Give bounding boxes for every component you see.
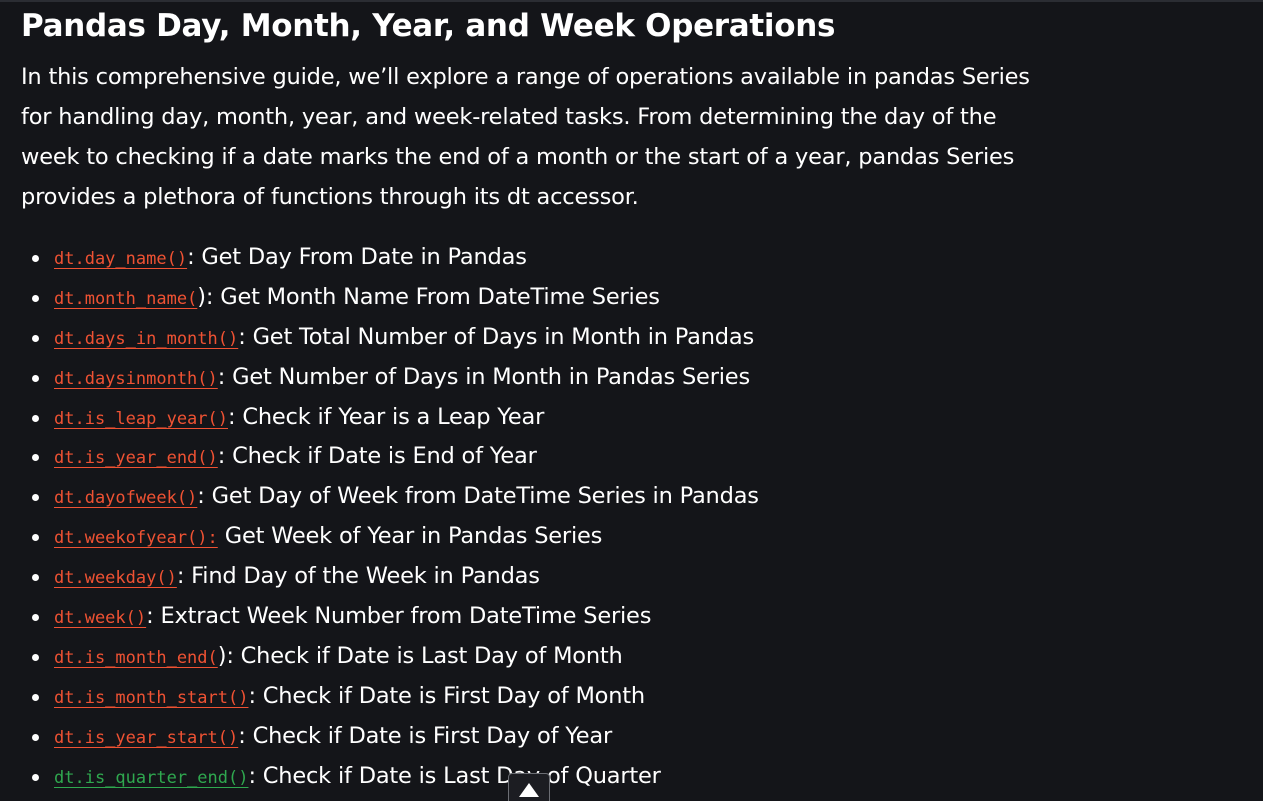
operation-link[interactable]: dt.is_month_end( — [54, 647, 218, 668]
bullet-icon — [32, 653, 39, 661]
up-arrow-icon — [519, 783, 539, 797]
operation-link[interactable]: dt.weekday() — [54, 568, 177, 589]
bullet-icon — [32, 494, 39, 502]
list-item: dt.is_leap_year(): Check if Year is a Le… — [21, 398, 1041, 438]
list-item: dt.is_year_start(): Check if Date is Fir… — [21, 717, 1041, 757]
operation-link[interactable]: dt.week() — [54, 608, 147, 629]
list-item: dt.is_year_end(): Check if Date is End o… — [21, 437, 1041, 477]
bullet-icon — [32, 374, 39, 382]
list-item: dt.month_name(): Get Month Name From Dat… — [21, 278, 1041, 318]
operation-link[interactable]: dt.dayofweek() — [54, 488, 198, 509]
operation-link[interactable]: dt.is_year_end() — [54, 448, 218, 469]
bullet-icon — [32, 693, 39, 701]
operation-description: Get Week of Year in Pandas Series — [217, 523, 603, 550]
operation-description: ): Check if Date is Last Day of Month — [217, 642, 623, 669]
list-item: dt.is_month_start(): Check if Date is Fi… — [21, 677, 1041, 717]
bullet-icon — [32, 534, 39, 542]
bullet-icon — [32, 614, 39, 622]
bullet-icon — [32, 414, 39, 422]
list-item: dt.dayofweek(): Get Day of Week from Dat… — [21, 477, 1041, 517]
bullet-icon — [32, 454, 39, 462]
list-item: dt.is_quarter_end(): Check if Date is La… — [21, 757, 1041, 797]
operations-list: dt.day_name(): Get Day From Date in Pand… — [21, 238, 1041, 801]
list-item: dt.days_in_month(): Get Total Number of … — [21, 318, 1041, 358]
operation-description: : Get Total Number of Days in Month in P… — [238, 323, 754, 350]
bullet-icon — [32, 773, 39, 781]
list-item: dt.weekday(): Find Day of the Week in Pa… — [21, 557, 1041, 597]
operation-description: : Get Day of Week from DateTime Series i… — [197, 483, 759, 510]
list-item: dt.daysinmonth(): Get Number of Days in … — [21, 358, 1041, 398]
bullet-icon — [32, 574, 39, 582]
list-item: dt.weekofyear(): Get Week of Year in Pan… — [21, 517, 1041, 557]
list-item: dt.day_name(): Get Day From Date in Pand… — [21, 238, 1041, 278]
operation-description: ): Get Month Name From DateTime Series — [197, 283, 660, 310]
operation-link[interactable]: dt.is_year_start() — [54, 727, 239, 748]
operation-description: : Get Number of Days in Month in Pandas … — [217, 363, 750, 390]
operation-link[interactable]: dt.weekofyear(): — [54, 528, 218, 549]
bullet-icon — [32, 334, 39, 342]
operation-link[interactable]: dt.is_month_start() — [54, 687, 249, 708]
operation-description: : Check if Date is First Day of Year — [238, 722, 613, 749]
operation-link[interactable]: dt.day_name() — [54, 249, 188, 269]
operation-link-visited[interactable]: dt.is_quarter_end() — [54, 767, 249, 788]
operation-description: : Extract Week Number from DateTime Seri… — [146, 603, 652, 630]
operation-description: : Check if Date is Last Day of Quarter — [248, 762, 661, 789]
operation-description: : Check if Date is End of Year — [217, 443, 537, 470]
bullet-icon — [32, 294, 39, 302]
operation-link[interactable]: dt.month_name( — [54, 288, 198, 309]
page-title: Pandas Day, Month, Year, and Week Operat… — [21, 8, 836, 44]
operation-link[interactable]: dt.daysinmonth() — [54, 368, 218, 389]
bullet-icon — [32, 733, 39, 741]
operation-description: : Check if Year is a Leap Year — [228, 403, 545, 430]
bullet-icon — [32, 255, 39, 262]
scroll-to-top-button[interactable] — [508, 773, 550, 801]
list-item: dt.week(): Extract Week Number from Date… — [21, 597, 1041, 637]
operation-description: : Get Day From Date in Pandas — [187, 244, 527, 270]
operation-description: : Find Day of the Week in Pandas — [176, 563, 540, 590]
top-divider — [0, 0, 1263, 2]
operation-link[interactable]: dt.is_leap_year() — [54, 408, 228, 429]
operation-link[interactable]: dt.days_in_month() — [54, 328, 239, 349]
article-content: Pandas Day, Month, Year, and Week Operat… — [21, 5, 1041, 801]
operation-description: : Check if Date is First Day of Month — [248, 682, 645, 709]
intro-paragraph: In this comprehensive guide, we’ll explo… — [21, 64, 1030, 210]
list-item: dt.is_month_end(): Check if Date is Last… — [21, 637, 1041, 677]
